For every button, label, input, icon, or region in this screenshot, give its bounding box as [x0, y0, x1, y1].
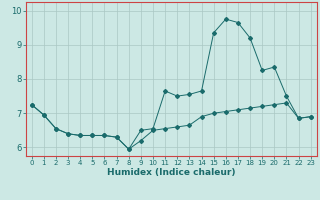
X-axis label: Humidex (Indice chaleur): Humidex (Indice chaleur) [107, 168, 236, 177]
